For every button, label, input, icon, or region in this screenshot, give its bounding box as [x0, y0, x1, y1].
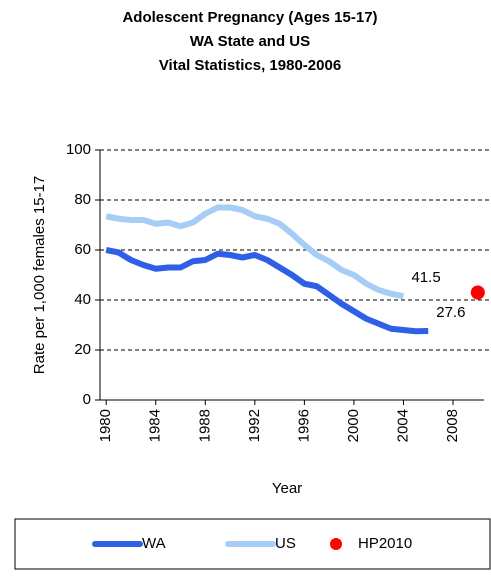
y-tick-label: 100 — [66, 141, 91, 158]
x-axis-label: Year — [272, 480, 302, 497]
x-tick-label: 1992 — [246, 409, 263, 442]
y-tick-label: 60 — [74, 241, 91, 258]
y-tick-label: 40 — [74, 291, 91, 308]
x-tick-label: 1988 — [196, 409, 213, 442]
x-tick-label: 1984 — [147, 409, 164, 442]
y-tick-label: 80 — [74, 191, 91, 208]
x-tick-label: 2008 — [444, 409, 461, 442]
data-label: 41.5 — [411, 269, 440, 286]
y-axis-label: Rate per 1,000 females 15-17 — [31, 176, 48, 374]
data-line — [105, 247, 429, 335]
chart-title: Vital Statistics, 1980-2006 — [159, 57, 341, 74]
chart-title: Adolescent Pregnancy (Ages 15-17) — [122, 9, 377, 26]
legend-swatch — [330, 538, 342, 550]
x-tick-label: 2000 — [345, 409, 362, 442]
legend-label: WA — [142, 535, 166, 552]
x-tick-label: 1980 — [97, 409, 114, 442]
legend-label: HP2010 — [358, 535, 412, 552]
y-tick-label: 0 — [83, 391, 91, 408]
target-point — [470, 285, 485, 300]
legend-box — [14, 518, 491, 570]
data-label: 27.6 — [436, 304, 465, 321]
x-tick-label: 1996 — [295, 409, 312, 442]
data-line — [105, 204, 405, 300]
legend-label: US — [275, 535, 296, 552]
x-tick-label: 2004 — [394, 409, 411, 442]
chart-title: WA State and US — [190, 33, 310, 50]
y-tick-label: 20 — [74, 341, 91, 358]
